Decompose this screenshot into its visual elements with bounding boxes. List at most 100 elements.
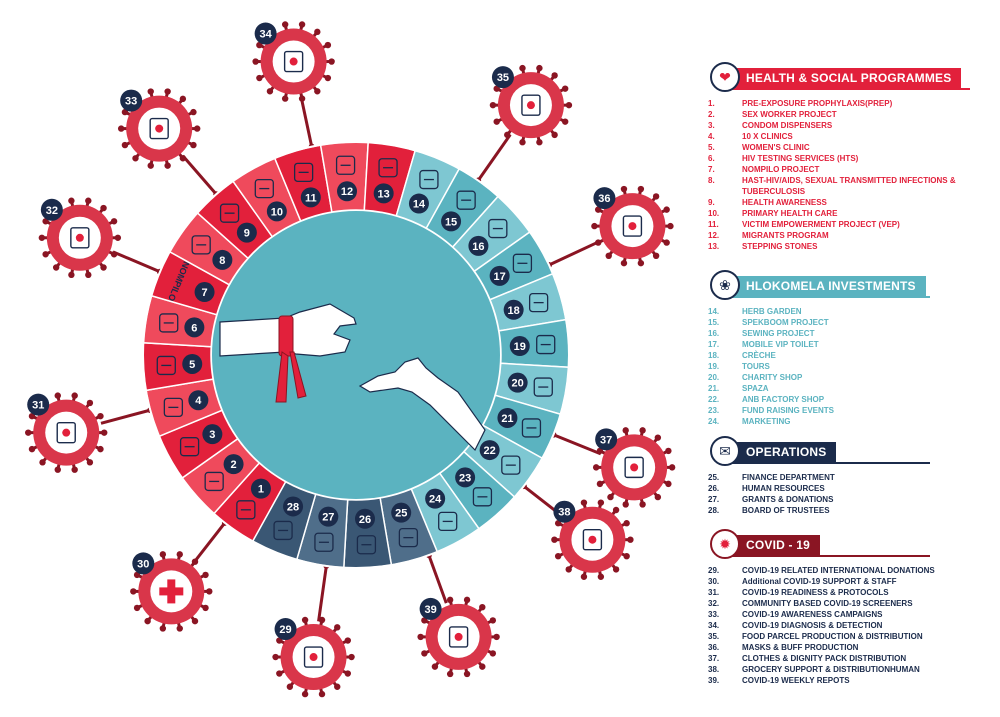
legend-covid-item: 32. COMMUNITY BASED COVID-19 SCREENERS: [708, 598, 1000, 609]
segment-number-circle: [354, 508, 375, 529]
heart-monitor-icon: [254, 178, 274, 199]
segment-number-badge: 13: [373, 183, 394, 204]
segment-number-circle: [194, 282, 215, 303]
covid-bubble-37: 37: [592, 427, 676, 508]
hand-icon: [219, 203, 240, 223]
legend-item-text: CHARITY SHOP: [742, 373, 803, 382]
legend-investments-item: 20. CHARITY SHOP: [708, 372, 1000, 383]
legend-operations-title: OPERATIONS: [730, 442, 837, 462]
legend-item-number: 12.: [708, 231, 720, 240]
legend-item-text: COMMUNITY BASED COVID-19 SCREENERS: [742, 599, 913, 608]
covid-bubble-31: 31: [25, 392, 108, 473]
legend-item-number: 5.: [708, 143, 715, 152]
herb-icon: [456, 190, 476, 210]
legend-item-text: NOMPILO PROJECT: [742, 165, 820, 174]
bus-icon: [536, 334, 556, 355]
legend-item-number: 11.: [708, 220, 719, 229]
legend-item-number: 20.: [708, 373, 720, 382]
segment-number: 11: [305, 192, 317, 204]
legend-item-text: FOOD PARCEL PRODUCTION & DISTRIBUTION: [742, 632, 923, 641]
legend-item-number: 23.: [708, 406, 720, 415]
board-meeting-icon: [273, 520, 293, 541]
basket-icon: [521, 418, 542, 438]
segment-number: 3: [209, 429, 215, 441]
segment-number: 10: [271, 206, 283, 218]
legend-item-text: GROCERY SUPPORT & DISTRIBUTIONHUMAN: [742, 665, 920, 674]
covid-number: 36: [598, 193, 610, 205]
legend-item-number: 36.: [708, 643, 720, 652]
legend-item-number: 21.: [708, 384, 720, 393]
legend-covid-item: 36. MASKS & BUFF PRODUCTION: [708, 642, 1000, 653]
legend-covid-item: 30. Additional COVID-19 SUPPORT & STAFF: [708, 576, 1000, 587]
legend-investments-list: 14. HERB GARDEN 15. SPEKBOOM PROJECT 16. SEWI…: [708, 306, 1000, 427]
legend-item-number: 27.: [708, 495, 720, 504]
legend-covid-item: 33. COVID-19 AWARENESS CAMPAIGNS: [708, 609, 1000, 620]
segment-number-circle: [202, 424, 223, 445]
legend-operations-underline: [730, 462, 930, 464]
legend-item-number: 8.: [708, 176, 715, 185]
legend-item-number: 33.: [708, 610, 720, 619]
legend-health-item: 12. MIGRANTS PROGRAM: [708, 230, 1000, 241]
segment-number-circle: [489, 265, 510, 286]
legend-investments-item: 15. SPEKBOOM PROJECT: [708, 317, 1000, 328]
covid-number-badge: 39: [419, 597, 442, 620]
segment-number-badge: 28: [283, 496, 304, 517]
center-disc: [212, 211, 500, 499]
covid-bubble-30: 30: [130, 551, 213, 632]
connector-line: [181, 154, 218, 196]
ballot-hand-icon: ✉: [710, 436, 740, 466]
segment-number: 28: [287, 501, 299, 513]
legend-item-text: WOMEN'S CLINIC: [742, 143, 810, 152]
mango-icon: [501, 455, 521, 475]
segment-number-circle: [408, 193, 429, 214]
legend-covid-item: 38. GROCERY SUPPORT & DISTRIBUTIONHUMAN: [708, 664, 1000, 675]
covid-number-badge: 29: [274, 618, 297, 641]
legend-investments-header: ❀ HLOKOMELA INVESTMENTS: [708, 270, 1000, 300]
connector-line: [100, 408, 151, 425]
covid-number-badge: 33: [120, 89, 143, 112]
legend-item-text: HUMAN RESOURCES: [742, 484, 825, 493]
legend-operations-item: 25. FINANCE DEPARTMENT: [708, 472, 1000, 483]
red-ribbon-bracelet-icon: [275, 315, 307, 403]
legend-item-text: COVID-19 READINESS & PROTOCOLS: [742, 588, 889, 597]
segment-number-badge: 3: [202, 424, 223, 445]
legend-health-item: 8. HAST-HIV/AIDS, SEXUAL TRANSMITTED INFE…: [708, 175, 1000, 197]
segment-number: 25: [395, 508, 407, 520]
helping-hand-right-icon: [358, 357, 486, 452]
covid-number: 37: [600, 434, 612, 446]
legend-health-item: 4. 10 X CLINICS: [708, 131, 1000, 142]
legend-item-number: 17.: [708, 340, 720, 349]
legend-investments-item: 19. TOURS: [708, 361, 1000, 372]
legend-item-number: 9.: [708, 198, 715, 207]
pacifier-icon: [528, 292, 549, 313]
covid-bubble-29: 29: [272, 616, 355, 698]
wheel-segment-19: 19: [498, 318, 570, 368]
segment-number: 18: [508, 305, 520, 317]
segment-number-badge: 1: [250, 478, 271, 499]
legend-item-text: HIV TESTING SERVICES (HTS): [742, 154, 859, 163]
segment-number-circle: [503, 299, 524, 320]
segment-number-badge: 17: [489, 265, 510, 286]
legend-item-number: 31.: [708, 588, 720, 597]
covid-bubble-36: 36: [591, 185, 674, 267]
legend-investments-underline: [730, 296, 930, 298]
segment-number-badge: 11: [300, 187, 321, 208]
segment-number-badge: 24: [425, 488, 446, 509]
segment-number-badge: 9: [236, 222, 257, 243]
covid-number: 34: [260, 29, 273, 41]
person-icon: [335, 155, 356, 175]
segment-number: 22: [484, 445, 496, 457]
legend-item-text: PRIMARY HEALTH CARE: [742, 209, 838, 218]
segment-number-badge: 2: [223, 454, 244, 475]
segment-number-circle: [479, 440, 500, 461]
segment-number: 5: [189, 359, 195, 371]
legend-item-text: TOURS: [742, 362, 770, 371]
legend-investments-item: 22. ANB FACTORY SHOP: [708, 394, 1000, 405]
covid-number-badge: 30: [132, 552, 155, 575]
legend-item-number: 22.: [708, 395, 720, 404]
legend-item-number: 39.: [708, 676, 720, 685]
covid-number-badge: 34: [254, 22, 277, 45]
segment-number-circle: [318, 506, 339, 527]
segment-number-circle: [468, 235, 489, 256]
